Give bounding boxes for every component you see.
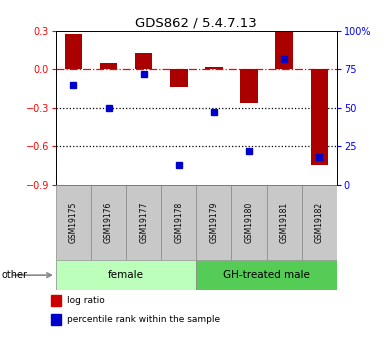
Text: GSM19178: GSM19178	[174, 202, 183, 243]
Title: GDS862 / 5.4.7.13: GDS862 / 5.4.7.13	[136, 17, 257, 30]
Bar	[51, 314, 61, 325]
Text: GSM19180: GSM19180	[244, 202, 254, 243]
Text: female: female	[108, 270, 144, 280]
Bar	[51, 295, 61, 306]
Bar	[196, 185, 231, 260]
Text: GSM19181: GSM19181	[280, 202, 289, 243]
Bar	[135, 53, 152, 69]
Bar	[65, 33, 82, 69]
Bar	[161, 185, 196, 260]
Text: other: other	[2, 270, 28, 280]
Bar	[91, 185, 126, 260]
Bar	[311, 69, 328, 165]
Text: GSM19179: GSM19179	[209, 202, 218, 243]
Bar	[100, 63, 117, 69]
Bar	[196, 260, 337, 290]
Bar	[275, 32, 293, 69]
Text: GSM19182: GSM19182	[315, 202, 324, 243]
Bar	[170, 69, 187, 87]
Bar	[231, 185, 266, 260]
Text: GH-treated male: GH-treated male	[223, 270, 310, 280]
Bar	[205, 67, 223, 69]
Bar	[126, 185, 161, 260]
Bar	[56, 185, 91, 260]
Text: percentile rank within the sample: percentile rank within the sample	[67, 315, 220, 324]
Bar	[240, 69, 258, 103]
Text: GSM19176: GSM19176	[104, 202, 113, 243]
Bar	[266, 185, 302, 260]
Bar	[56, 260, 196, 290]
Text: GSM19175: GSM19175	[69, 202, 78, 243]
Bar	[302, 185, 337, 260]
Text: log ratio: log ratio	[67, 296, 105, 305]
Text: GSM19177: GSM19177	[139, 202, 148, 243]
